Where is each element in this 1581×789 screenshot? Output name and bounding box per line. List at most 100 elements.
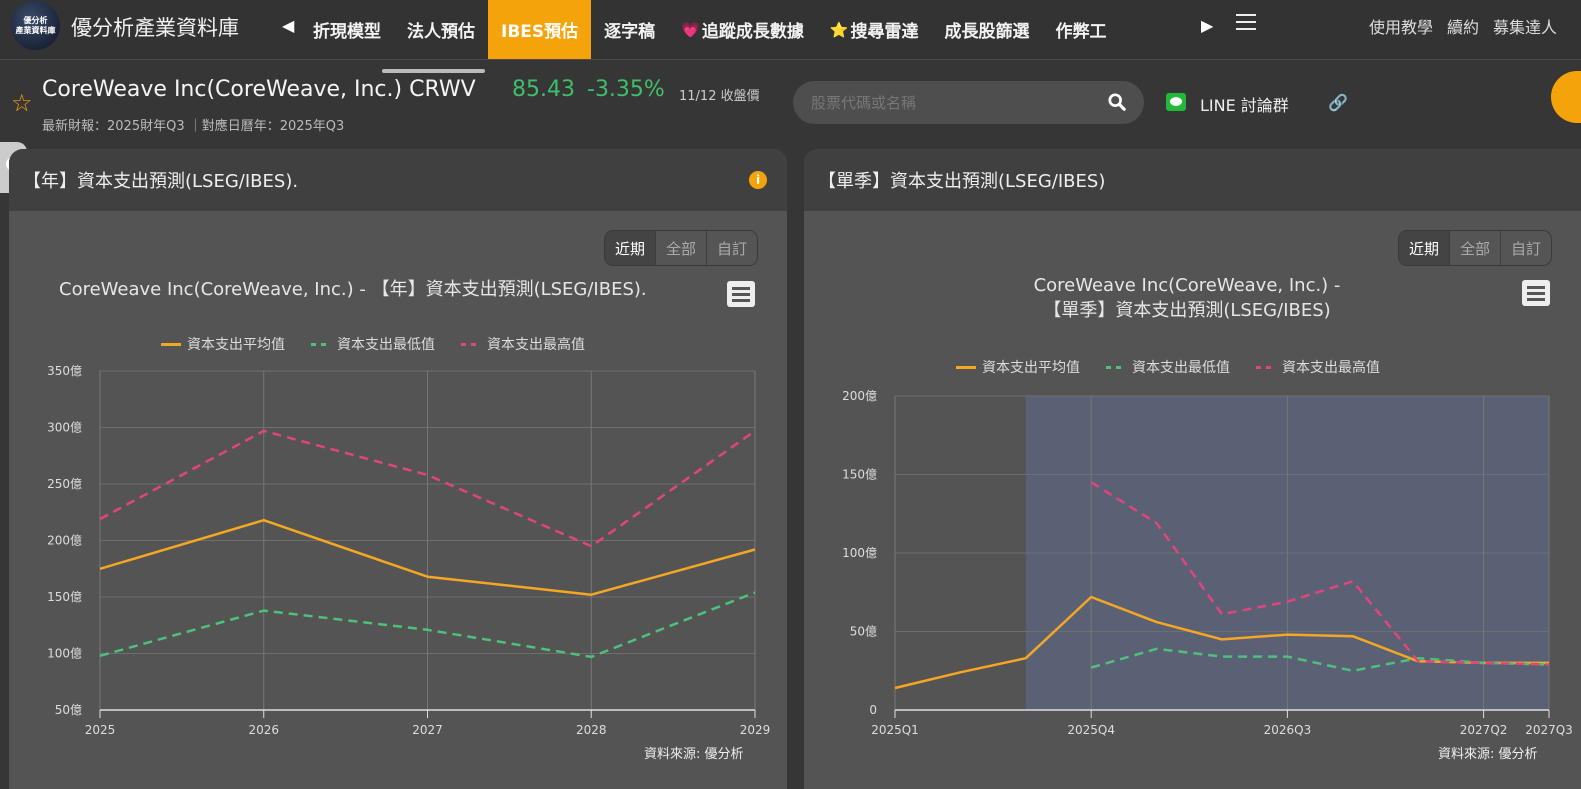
panel-title: 【單季】資本支出預測(LSEG/IBES) [818, 171, 1106, 192]
search-input[interactable] [811, 91, 1091, 115]
brand-name[interactable]: 優分析產業資料庫 [71, 16, 239, 40]
stock-name: CoreWeave Inc(CoreWeave, Inc.) CRWV [42, 77, 476, 102]
legend-avg[interactable]: 資本支出平均值 [161, 334, 285, 354]
chart-menu-icon[interactable] [1522, 280, 1550, 306]
legend-label: 資本支出最高值 [487, 337, 585, 353]
nav-item-label: 逐字稿 [604, 22, 656, 42]
svg-text:2028: 2028 [576, 723, 607, 737]
range-custom-button[interactable]: 自訂 [1500, 231, 1552, 265]
panel-title: 【年】資本支出預測(LSEG/IBES). [23, 171, 299, 192]
line-group-link[interactable]: LINE 討論群 [1200, 96, 1289, 115]
svg-text:50億: 50億 [850, 625, 877, 639]
search-box [793, 81, 1144, 124]
svg-text:50億: 50億 [55, 703, 82, 717]
nav-item-label: IBES預估 [501, 22, 579, 42]
series-line-1[interactable] [99, 591, 756, 659]
nav-item-2[interactable]: IBES預估 [488, 0, 592, 59]
legend-high[interactable]: 資本支出最高值 [461, 334, 585, 354]
svg-text:200億: 200億 [47, 534, 82, 548]
chart-title-line1: CoreWeave Inc(CoreWeave, Inc.) - [1033, 275, 1341, 296]
svg-text:2029: 2029 [740, 723, 771, 737]
search-icon[interactable] [1108, 93, 1126, 111]
nav-item-4[interactable]: 💗 追蹤成長數據 [668, 0, 817, 59]
nav-item-6[interactable]: 成長股篩選 [932, 0, 1043, 59]
legend-low[interactable]: 資本支出最低值 [1106, 357, 1230, 377]
legend-low[interactable]: 資本支出最低值 [311, 334, 435, 354]
nav-item-1[interactable]: 法人預估 [394, 0, 488, 59]
legend-label: 資本支出最低值 [1132, 360, 1230, 376]
chart-menu-icon[interactable] [727, 281, 755, 307]
nav-item-label: 搜尋雷達 [850, 22, 919, 42]
range-recent-button[interactable]: 近期 [1399, 231, 1450, 265]
range-selector: 近期 全部 自訂 [1398, 230, 1553, 266]
series-line-2[interactable] [1090, 481, 1550, 666]
legend-high[interactable]: 資本支出最高值 [1256, 357, 1380, 377]
report-info: 最新財報：2025財年Q3 ｜對應日曆年：2025年Q3 [42, 119, 345, 134]
range-all-button[interactable]: 全部 [655, 231, 707, 265]
annual-capex-panel: 【年】資本支出預測(LSEG/IBES). i 近期 全部 自訂 CoreWea… [9, 149, 787, 789]
chart-legend: 資本支出平均值 資本支出最低值 資本支出最高值 [161, 334, 585, 354]
svg-text:150億: 150億 [47, 590, 82, 604]
top-link-1[interactable]: 續約 [1447, 18, 1480, 37]
floating-action-button[interactable] [1551, 71, 1581, 123]
logo-text-2: 產業資料庫 [15, 25, 56, 35]
chart-legend: 資本支出平均值 資本支出最低值 資本支出最高值 [956, 357, 1380, 377]
logo[interactable]: 優分析 產業資料庫 [11, 1, 60, 50]
quarterly-capex-chart[interactable]: 0 50億 100億 150億 200億 2025Q1 2025Q4 2026Q3 2027Q2… [804, 379, 1581, 759]
data-source: 資料來源: 優分析 [644, 747, 744, 762]
svg-text:2027Q3: 2027Q3 [1525, 723, 1573, 737]
series-line-0[interactable] [99, 518, 756, 596]
data-source: 資料來源: 優分析 [1438, 747, 1538, 762]
nav-scroll-left-icon[interactable]: ◀ [282, 16, 295, 35]
svg-text:2025: 2025 [85, 723, 116, 737]
nav-item-label: 追蹤成長數據 [701, 22, 804, 42]
hamburger-menu-icon[interactable] [1236, 14, 1256, 30]
tab-scroll-indicator[interactable] [382, 69, 485, 73]
stock-change: -3.35% [587, 77, 665, 102]
nav-item-label: 成長股篩選 [944, 22, 1030, 42]
range-all-button[interactable]: 全部 [1449, 231, 1501, 265]
svg-text:200億: 200億 [842, 389, 877, 403]
legend-avg[interactable]: 資本支出平均值 [956, 357, 1080, 377]
share-link-icon[interactable]: 🔗 [1328, 93, 1348, 112]
nav-item-label: 作弊工 [1055, 22, 1107, 42]
svg-text:2025Q1: 2025Q1 [871, 723, 919, 737]
series-line-2[interactable] [99, 429, 756, 548]
svg-text:0: 0 [869, 703, 877, 717]
legend-label: 資本支出平均值 [982, 360, 1080, 376]
series-line-0[interactable] [894, 595, 1549, 690]
range-selector: 近期 全部 自訂 [604, 230, 759, 266]
annual-capex-chart[interactable]: 50億 100億 150億 200億 250億 300億 350億 2025 2026 2027 2… [9, 359, 787, 759]
favorite-star-icon[interactable]: ☆ [11, 89, 33, 117]
logo-text-1: 優分析 [23, 15, 48, 25]
legend-label: 資本支出最高值 [1282, 360, 1380, 376]
svg-text:250億: 250億 [47, 477, 82, 491]
info-icon[interactable]: i [749, 171, 767, 189]
nav-item-label: 折現模型 [313, 22, 381, 42]
top-link-0[interactable]: 使用教學 [1369, 18, 1434, 37]
svg-text:2027: 2027 [412, 723, 443, 737]
nav-item-3[interactable]: 逐字稿 [591, 0, 668, 59]
svg-text:150億: 150億 [842, 468, 877, 482]
nav-item-0[interactable]: 折現模型 [300, 0, 394, 59]
svg-text:100億: 100億 [47, 647, 82, 661]
svg-text:100億: 100億 [842, 546, 877, 560]
svg-text:2025Q4: 2025Q4 [1067, 723, 1115, 737]
chart-title-line2: 【單季】資本支出預測(LSEG/IBES) [1043, 300, 1331, 321]
range-custom-button[interactable]: 自訂 [706, 231, 758, 265]
nav-item-label: 法人預估 [407, 22, 475, 42]
nav-item-5[interactable]: ⭐ 搜尋雷達 [817, 0, 932, 59]
series-line-1[interactable] [1090, 647, 1550, 673]
nav-item-7[interactable]: 作弊工 [1043, 0, 1120, 59]
nav-emoji-icon: 💗 [681, 20, 700, 39]
range-recent-button[interactable]: 近期 [605, 231, 656, 265]
stock-price: 85.43 [512, 77, 575, 102]
legend-label: 資本支出平均值 [187, 337, 285, 353]
top-link-2[interactable]: 募集達人 [1493, 18, 1558, 37]
nav-scroll-right-icon[interactable]: ▶ [1201, 16, 1214, 35]
nav-items: 折現模型 法人預估 IBES預估 逐字稿 💗 追蹤成長數據 ⭐ 搜尋雷達 成長股篩選 作弊工 [300, 0, 1120, 59]
panel-header: 【年】資本支出預測(LSEG/IBES). i [9, 149, 787, 211]
line-icon[interactable] [1166, 93, 1186, 111]
svg-text:350億: 350億 [47, 364, 82, 378]
top-nav: 優分析 產業資料庫 優分析產業資料庫 ◀ 折現模型 法人預估 IBES預估 逐字稿 💗 追… [0, 0, 1581, 60]
